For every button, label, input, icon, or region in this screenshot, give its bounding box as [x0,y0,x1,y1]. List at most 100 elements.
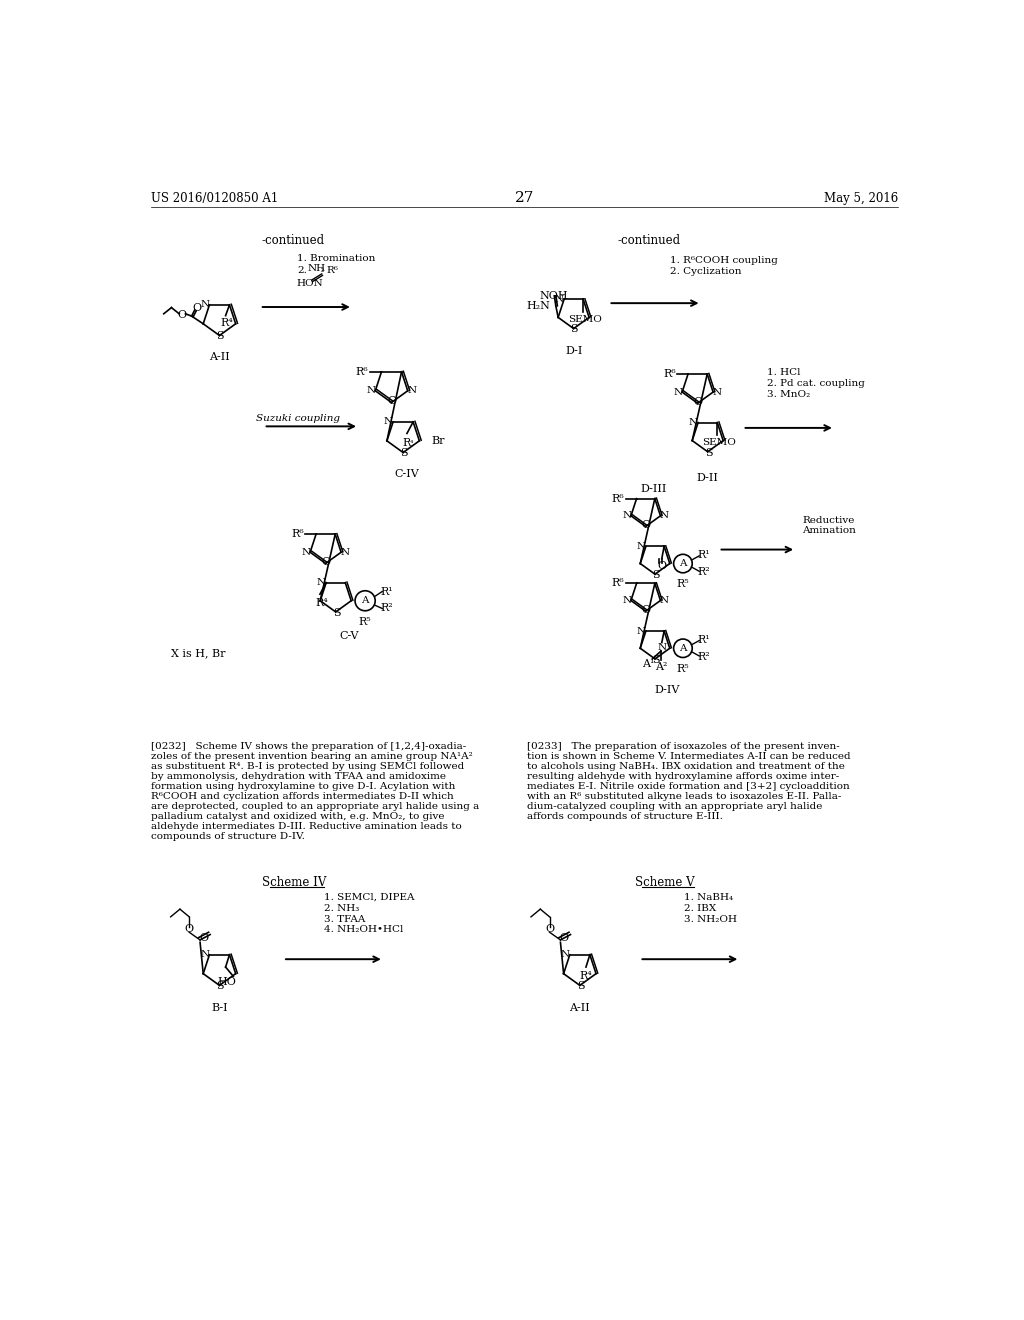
Circle shape [674,554,692,573]
Text: SEMO: SEMO [567,315,602,323]
Text: NH: NH [308,264,326,273]
Text: R²: R² [697,652,711,661]
Text: N: N [560,950,569,960]
Text: R⁶: R⁶ [327,267,338,276]
Text: O: O [178,310,186,319]
Text: 1. Bromination: 1. Bromination [297,253,376,263]
Text: N: N [659,511,669,520]
Text: N: N [637,627,646,635]
Text: O: O [693,397,702,407]
Text: zoles of the present invention bearing an amine group NA¹A²: zoles of the present invention bearing a… [152,752,473,762]
Circle shape [674,639,692,657]
Text: A: A [361,597,369,606]
Text: N: N [555,294,564,304]
Text: O: O [184,924,194,935]
Text: O: O [641,520,650,529]
Text: S: S [400,449,408,458]
Text: N: N [623,597,632,605]
Text: HO: HO [218,977,237,987]
Text: compounds of structure D-IV.: compounds of structure D-IV. [152,832,305,841]
Text: affords compounds of structure E-III.: affords compounds of structure E-III. [527,812,723,821]
Text: B-I: B-I [211,1003,227,1014]
Text: N: N [366,387,375,395]
Text: A-II: A-II [569,1003,590,1014]
Text: US 2016/0120850 A1: US 2016/0120850 A1 [152,191,279,205]
Text: 2.: 2. [297,265,307,275]
Text: R⁶: R⁶ [611,494,625,504]
Text: R²: R² [697,568,711,577]
Text: R⁶COOH and cyclization affords intermediates D-II which: R⁶COOH and cyclization affords intermedi… [152,792,454,801]
Text: A: A [679,644,687,653]
Text: Reductive: Reductive [802,516,855,525]
Text: Amination: Amination [802,525,856,535]
Text: A: A [679,560,687,568]
Text: 27: 27 [515,191,535,206]
Text: S: S [216,981,224,991]
Text: 3. NH₂OH: 3. NH₂OH [684,915,737,924]
Text: 1. R⁶COOH coupling: 1. R⁶COOH coupling [671,256,778,264]
Text: Suzuki coupling: Suzuki coupling [256,414,341,424]
Text: N: N [674,388,683,396]
Text: Br: Br [431,436,444,446]
Text: O: O [387,396,396,407]
Text: S: S [652,655,659,665]
Text: as substituent R⁴. B-I is protected by using SEMCl followed: as substituent R⁴. B-I is protected by u… [152,762,465,771]
Text: X is H, Br: X is H, Br [171,648,225,659]
Text: dium-catalyzed coupling with an appropriate aryl halide: dium-catalyzed coupling with an appropri… [527,803,822,810]
Text: N: N [302,548,311,557]
Text: N: N [713,388,722,396]
Text: R⁶: R⁶ [291,529,304,539]
Text: S: S [577,981,585,991]
Text: R⁶: R⁶ [611,578,625,589]
Text: R¹: R¹ [697,635,711,644]
Text: O: O [657,561,667,572]
Text: 2. NH₃: 2. NH₃ [324,904,359,913]
Text: R⁴: R⁴ [221,318,233,329]
Text: Scheme V: Scheme V [635,875,695,888]
Text: HON: HON [297,279,324,288]
Text: D-III: D-III [640,484,667,495]
Text: ₂: ₂ [321,267,324,275]
Text: R⁶: R⁶ [355,367,369,376]
Text: formation using hydroxylamine to give D-I. Acylation with: formation using hydroxylamine to give D-… [152,781,456,791]
Text: resulting aldehyde with hydroxylamine affords oxime inter-: resulting aldehyde with hydroxylamine af… [527,772,840,781]
Text: 3. TFAA: 3. TFAA [324,915,366,924]
Circle shape [355,591,375,611]
Text: R²: R² [381,603,393,614]
Text: S: S [652,570,659,579]
Text: S: S [705,447,713,458]
Text: O: O [641,605,650,615]
Text: A²: A² [654,663,668,672]
Text: May 5, 2016: May 5, 2016 [824,191,898,205]
Text: N: N [658,643,667,652]
Text: N: N [201,950,209,960]
Text: D-I: D-I [565,346,583,356]
Text: N: N [637,541,646,550]
Text: 4. NH₂OH•HCl: 4. NH₂OH•HCl [324,925,403,935]
Text: [0232]   Scheme IV shows the preparation of [1,2,4]-oxadia-: [0232] Scheme IV shows the preparation o… [152,742,467,751]
Text: 3. MnO₂: 3. MnO₂ [767,389,811,399]
Text: O: O [560,933,569,942]
Text: mediates E-I. Nitrile oxide formation and [3+2] cycloaddition: mediates E-I. Nitrile oxide formation an… [527,781,850,791]
Text: N: N [689,418,698,426]
Text: 2. Cyclization: 2. Cyclization [671,267,742,276]
Text: D-II: D-II [696,473,719,483]
Text: N: N [623,511,632,520]
Text: N: N [340,548,349,557]
Text: to alcohols using NaBH₄. IBX oxidation and treatment of the: to alcohols using NaBH₄. IBX oxidation a… [527,762,845,771]
Text: N: N [201,301,209,309]
Text: 1. SEMCl, DIPEA: 1. SEMCl, DIPEA [324,894,415,902]
Text: C-V: C-V [339,631,358,640]
Text: R: R [402,438,411,447]
Text: ⁴: ⁴ [410,441,414,449]
Text: R⁵: R⁵ [358,618,372,627]
Text: S: S [570,325,579,334]
Text: N: N [659,597,669,605]
Text: S: S [333,607,340,618]
Text: R¹: R¹ [697,550,711,560]
Text: 1. NaBH₄: 1. NaBH₄ [684,894,733,902]
Text: -continued: -continued [617,234,680,247]
Text: O: O [545,924,554,935]
Text: palladium catalyst and oxidized with, e.g. MnO₂, to give: palladium catalyst and oxidized with, e.… [152,812,444,821]
Text: A-II: A-II [209,352,229,362]
